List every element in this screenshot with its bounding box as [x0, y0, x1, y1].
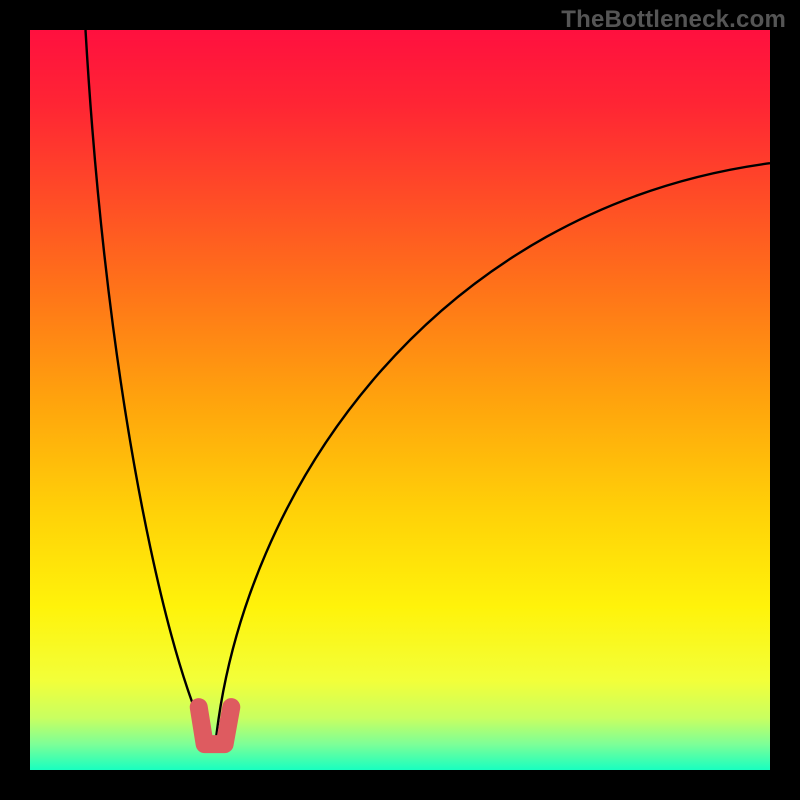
- watermark-text: TheBottleneck.com: [561, 6, 786, 34]
- chart-container: TheBottleneck.com: [0, 0, 800, 800]
- gradient-background: [30, 30, 770, 770]
- chart-svg: [0, 0, 800, 800]
